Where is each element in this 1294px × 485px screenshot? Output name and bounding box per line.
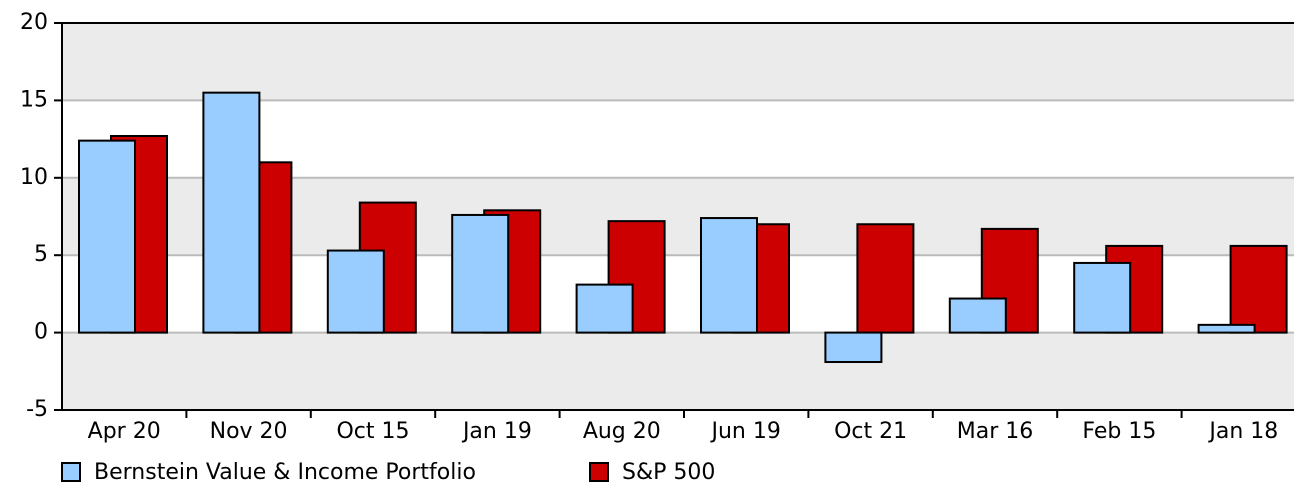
legend-swatch <box>61 462 81 482</box>
plot-band <box>62 332 1294 410</box>
x-tick-label: Feb 15 <box>1082 419 1156 444</box>
plot-band <box>62 23 1294 101</box>
x-tick-label: Apr 20 <box>88 419 161 444</box>
bar <box>1073 261 1132 334</box>
bar <box>700 217 758 334</box>
y-tick-label: -5 <box>26 397 48 422</box>
bar <box>575 283 634 334</box>
legend-label: S&P 500 <box>622 460 715 485</box>
x-tick-label: Jan 19 <box>461 419 532 444</box>
bar <box>856 223 915 334</box>
legend-label: Bernstein Value & Income Portfolio <box>94 460 476 485</box>
y-tick-label: 15 <box>20 87 48 112</box>
y-tick-label: 0 <box>34 320 48 345</box>
bar <box>824 331 883 364</box>
y-tick-label: 20 <box>20 10 48 35</box>
x-tick-label: Jun 19 <box>710 419 781 444</box>
x-tick-label: Mar 16 <box>957 419 1034 444</box>
bar <box>326 249 385 334</box>
x-tick-label: Oct 15 <box>336 419 409 444</box>
bar <box>1197 323 1256 334</box>
bar <box>78 139 136 334</box>
y-tick-label: 10 <box>20 165 48 190</box>
x-tick-label: Aug 20 <box>583 419 661 444</box>
y-tick-label: 5 <box>34 242 48 267</box>
x-tick-label: Jan 18 <box>1207 419 1278 444</box>
bar <box>948 297 1007 334</box>
x-tick-label: Oct 21 <box>834 419 907 444</box>
legend-swatch <box>589 462 609 482</box>
bar <box>451 213 510 334</box>
bar <box>980 227 1039 334</box>
x-tick-label: Nov 20 <box>210 419 288 444</box>
bar <box>1229 244 1288 334</box>
bar <box>202 91 261 334</box>
